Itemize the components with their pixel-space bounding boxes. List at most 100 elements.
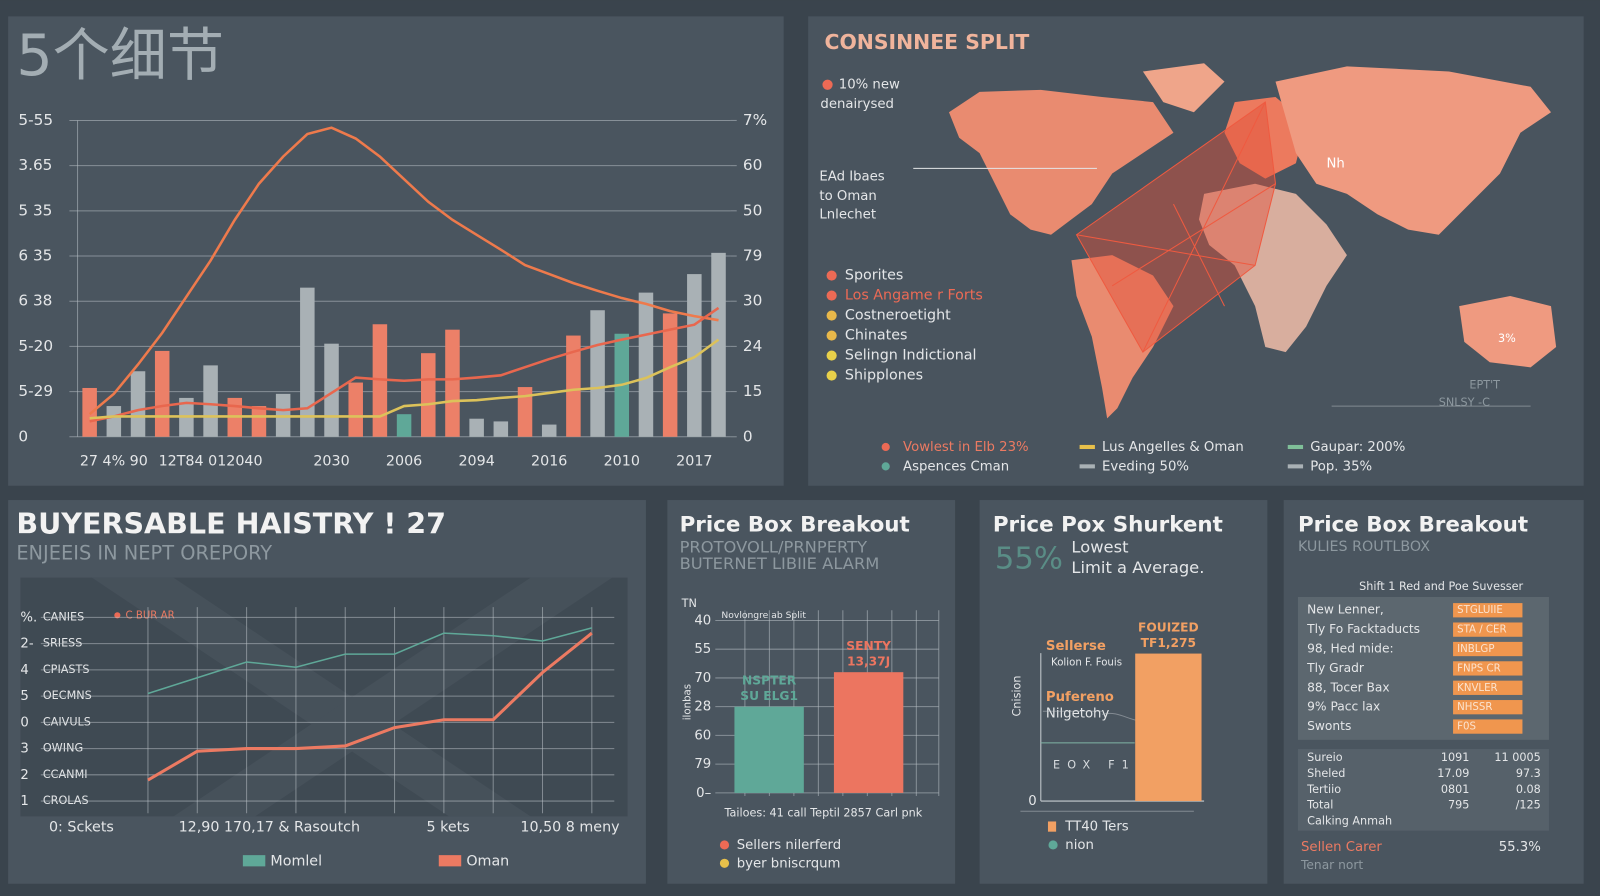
- footer-note: Tenar nort: [1300, 858, 1363, 872]
- legend-swatch: [1047, 821, 1057, 832]
- chart-title: BUYERSABLE HAISTRY ! 27: [16, 507, 446, 541]
- x-tick-label: 2017: [676, 453, 712, 469]
- x-label: 0: Sckets: [49, 820, 114, 836]
- bar: [1135, 653, 1202, 802]
- y-tick-label: 5 35: [18, 201, 52, 219]
- legend-label: Chinates: [845, 328, 908, 344]
- continent: [1459, 295, 1557, 368]
- continent: [1198, 183, 1347, 353]
- bar: [833, 672, 904, 793]
- bar: [396, 414, 412, 437]
- y-tick-label: 3.65: [18, 156, 52, 174]
- legend-dot: [826, 350, 837, 361]
- line: [89, 338, 720, 420]
- badge: [1453, 700, 1523, 715]
- table-cell: Tly Gradr: [1306, 661, 1365, 675]
- bar: [130, 371, 146, 437]
- badge-text: STA / CER: [1457, 625, 1506, 636]
- legend-label: Momlel: [270, 853, 322, 869]
- y-tick-label: 55: [694, 642, 711, 657]
- legend-dot: [826, 290, 837, 301]
- legend-label: Pop. 35%: [1310, 459, 1372, 474]
- table-caption: Shift 1 Red and Poe Suvesser: [1359, 580, 1523, 593]
- legend-label: Costneroetight: [845, 308, 951, 324]
- chart-subtitle: ENJEEIS IN NEPT OREPORY: [16, 542, 272, 565]
- y-tick-label: %.: [20, 610, 37, 625]
- x-tick-label: 2016: [531, 453, 567, 469]
- map-title: CONSINNEE SPLIT: [824, 30, 1029, 54]
- y-tick-label: 5: [20, 689, 28, 704]
- bar: [300, 287, 315, 437]
- legend-swatch: [1287, 464, 1304, 469]
- y-tick-label: 5-20: [18, 337, 53, 355]
- legend-dot: [1048, 840, 1058, 850]
- legend-dot: [826, 270, 837, 281]
- route-area: [1075, 101, 1277, 353]
- y-tick-label: 6 35: [18, 247, 52, 265]
- bar-label: SENTY: [846, 639, 891, 653]
- stat-text: Lowest: [1071, 538, 1128, 557]
- bar: [493, 421, 509, 437]
- bar: [348, 382, 363, 437]
- bar: [590, 310, 605, 437]
- table-cell: 795: [1448, 799, 1469, 812]
- badge: [1453, 719, 1523, 734]
- y-tick-label: 4: [20, 663, 28, 678]
- continent: [1071, 255, 1174, 419]
- y-tick-label: 0: [18, 427, 28, 445]
- legend-label: Vowlest in Elb 23%: [903, 440, 1029, 455]
- axis-label: TN: [681, 597, 697, 610]
- x-tick-label: 2030: [313, 453, 349, 469]
- table-cell: Tertiio: [1306, 783, 1341, 796]
- legend-label: Los Angame r Forts: [845, 288, 983, 304]
- table-cell: 1091: [1441, 751, 1470, 764]
- bar: [154, 350, 170, 437]
- axis-label: ilonbas: [683, 684, 694, 720]
- y-tick-label: 79: [694, 757, 711, 772]
- bar-label: TF1,275: [1141, 636, 1196, 650]
- y-tick-label: 5-55: [18, 111, 53, 129]
- y-tick-label: 3: [20, 742, 28, 757]
- map-callout: EAd Ibaes: [819, 170, 884, 185]
- table-cell: 97.3: [1516, 767, 1541, 780]
- legend-dot: [822, 79, 833, 90]
- bar: [82, 387, 97, 437]
- legend-label: Gaupar: 200%: [1310, 440, 1405, 455]
- line: [147, 631, 593, 782]
- table-cell: 9% Pacc lax: [1307, 700, 1380, 714]
- y-tick-label: 0: [1028, 794, 1036, 809]
- badge: [1453, 680, 1523, 695]
- label-note: Nilgetohy: [1046, 706, 1110, 721]
- table-box: [1297, 749, 1549, 831]
- x-tick-label: 2006: [386, 453, 422, 469]
- footer-label: Sellen Carer: [1301, 840, 1382, 855]
- x-tick-label: 2010: [604, 453, 640, 469]
- bar: [687, 274, 702, 437]
- table-cell: Tly Fo Facktaducts: [1306, 622, 1420, 636]
- chart-subtitle: BUTERNET LIBIIE ALARM: [680, 554, 880, 573]
- bar: [203, 365, 218, 437]
- chart-title: 5个细节: [16, 23, 224, 89]
- bar: [541, 424, 557, 437]
- legend-swatch: [1079, 444, 1095, 450]
- x-tick-label: 2094: [458, 453, 494, 469]
- footer-value: 55.3%: [1499, 840, 1541, 855]
- y-tick-label: 5-29: [18, 382, 53, 400]
- chart-footer: Tailoes: 41 call Teptil 2857 Carl pnk: [723, 806, 922, 819]
- badge: [1453, 641, 1523, 657]
- bar: [734, 706, 804, 793]
- table-cell: /125: [1516, 799, 1541, 812]
- bar: [566, 335, 581, 437]
- legend-label: Shipplones: [845, 368, 923, 384]
- x-label: 12,90 170,17 & Rasoutch: [179, 820, 361, 836]
- panel: [979, 500, 1268, 884]
- legend-label: TT40 Ters: [1064, 820, 1128, 835]
- map-note: 10% new: [839, 78, 900, 93]
- panel-subtitle: KULIES ROUTLBOX: [1298, 539, 1430, 555]
- badge: [1453, 661, 1523, 676]
- corner-note: SNLSY -C: [1439, 396, 1490, 409]
- x-tick-label: 12T84 012040: [159, 453, 263, 469]
- panel-title: Price Box Breakout: [1298, 513, 1528, 538]
- bar-label: 13,37J: [847, 654, 890, 668]
- chart-title: Price Pox Shurkent: [993, 513, 1223, 538]
